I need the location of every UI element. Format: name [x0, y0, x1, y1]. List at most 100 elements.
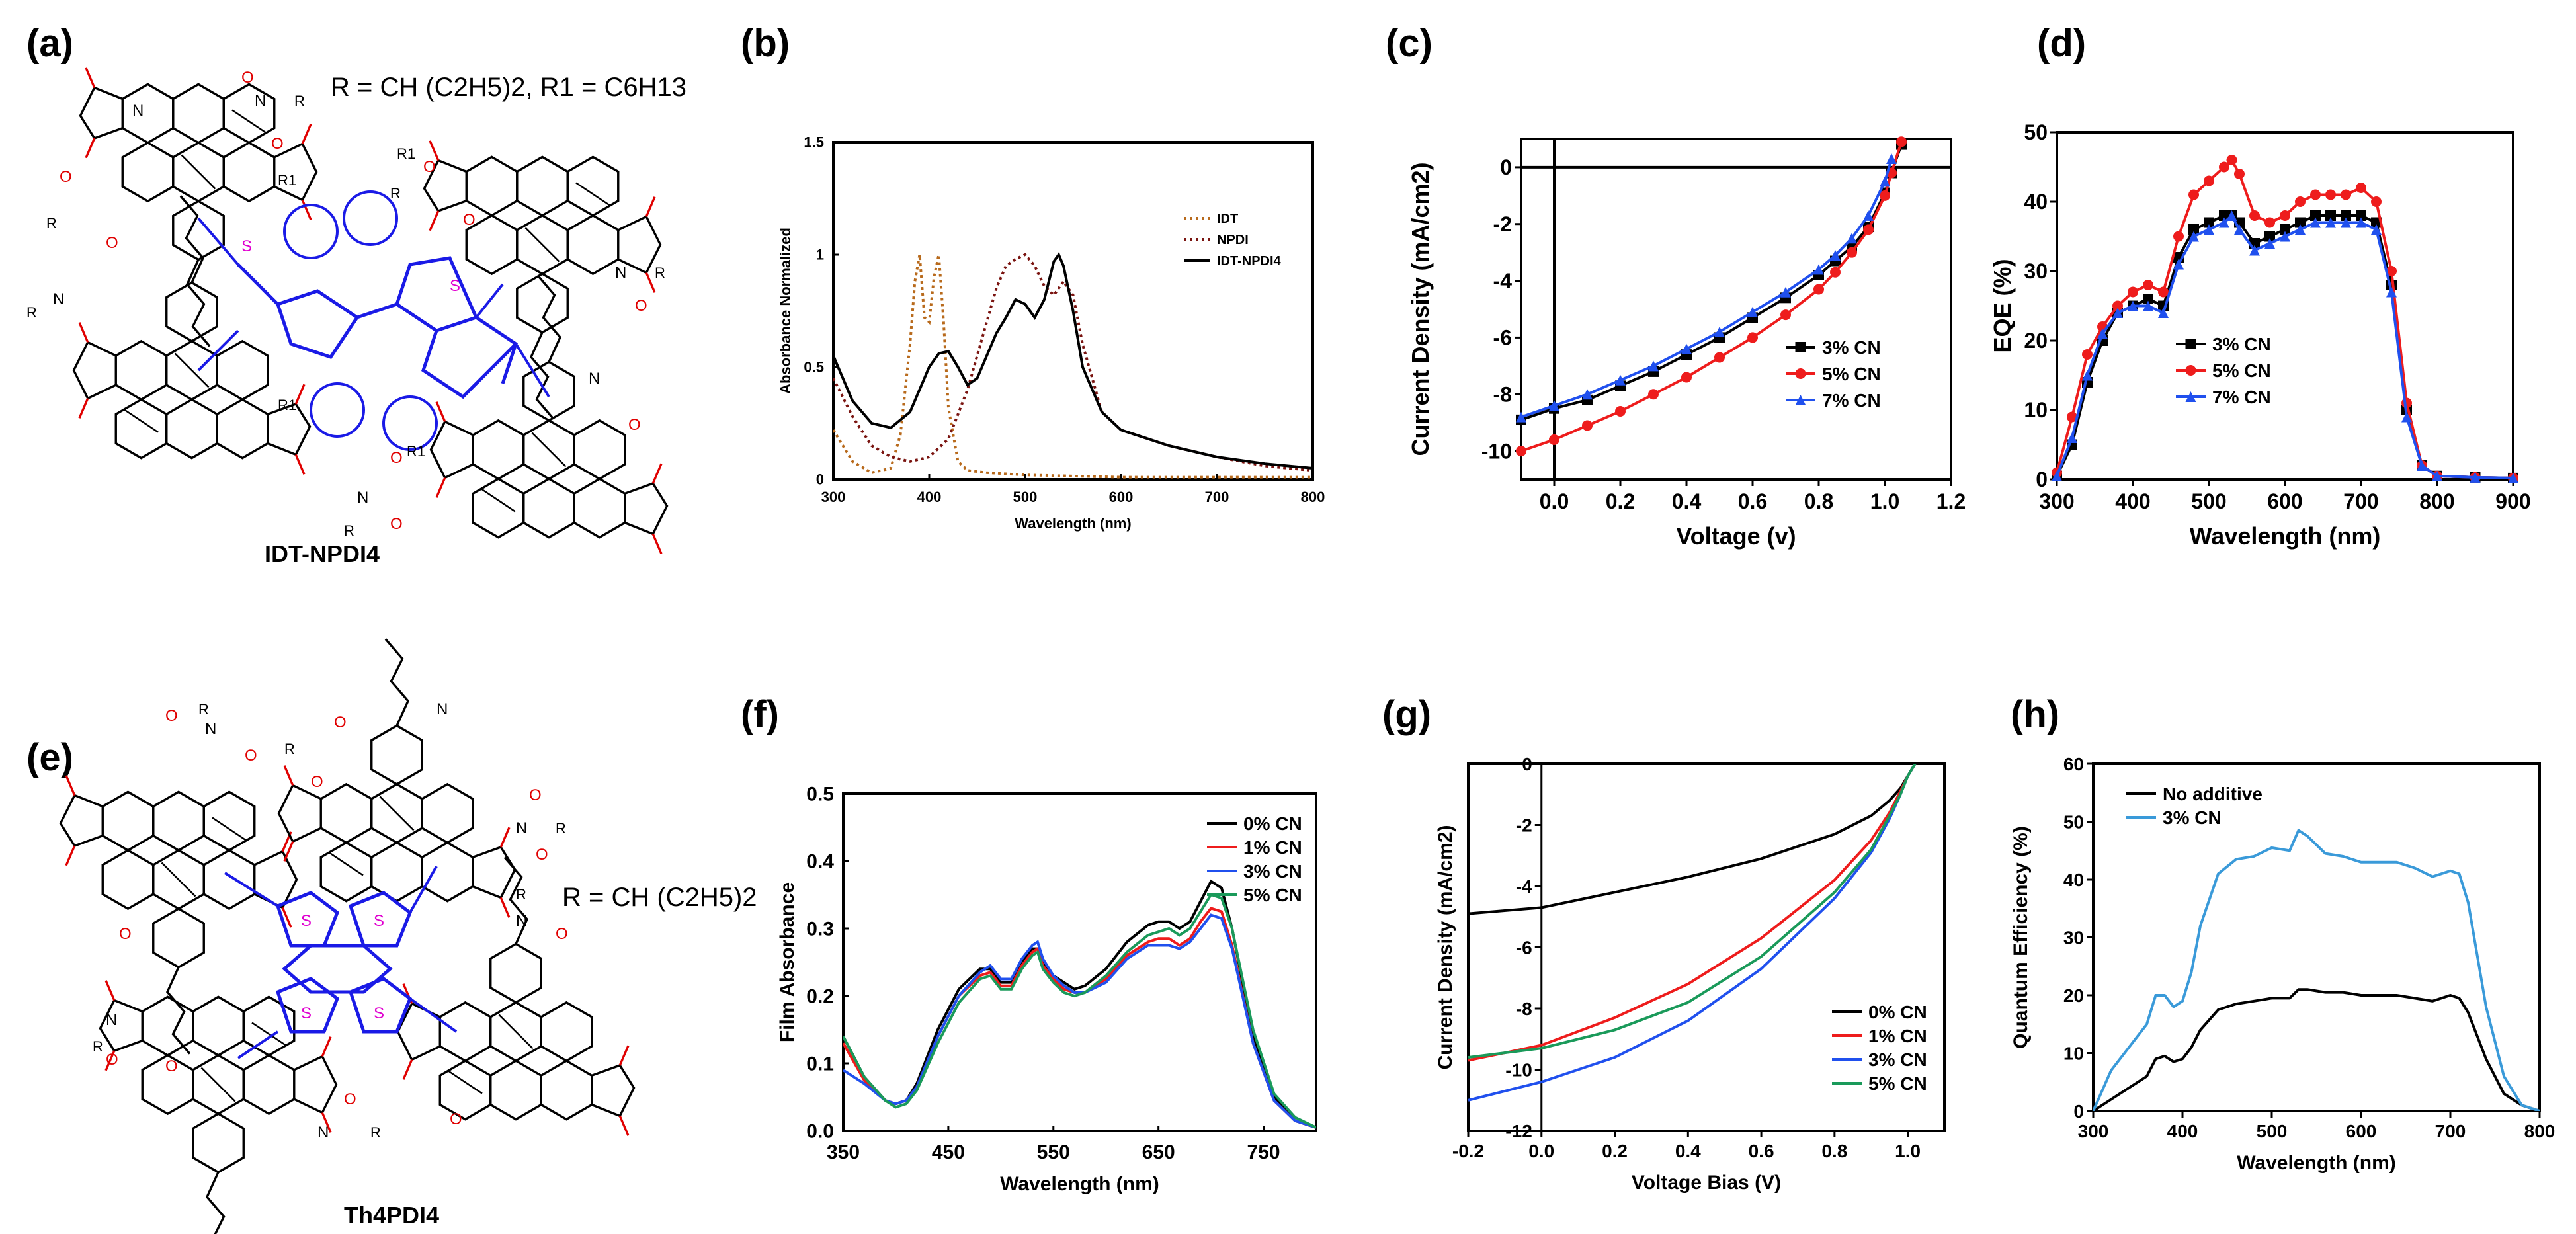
x-tick-label: 0.4 [1675, 1141, 1701, 1161]
y-tick-label: 0 [1500, 155, 1512, 179]
r1-group: R1 [278, 172, 296, 188]
data-point [1813, 264, 1824, 275]
x-tick-label: 300 [2078, 1121, 2109, 1141]
y-tick-label: -10 [1481, 439, 1512, 463]
molecule-th4pdi4: S S S S N N N N N N O O O O O O O O O O … [59, 638, 636, 1234]
r-group: R [294, 93, 305, 109]
y-tick-label: 20 [2024, 329, 2048, 352]
legend-marker [2185, 339, 2196, 349]
data-point [1648, 360, 1659, 372]
y-tick-label: 10 [2063, 1043, 2084, 1063]
data-point [2234, 169, 2245, 179]
legend-label: 3% CN [2212, 334, 2271, 354]
data-point [1886, 153, 1897, 165]
y-tick-label: 1.5 [804, 134, 824, 151]
r-group: R [655, 265, 665, 281]
data-point [1896, 136, 1907, 147]
oxygen-atom: O [311, 773, 323, 791]
x-tick-label: -0.2 [1452, 1141, 1484, 1161]
x-axis-label: Voltage Bias (V) [1632, 1172, 1781, 1194]
r-group: R [93, 1038, 103, 1055]
oxygen-atom: O [635, 297, 647, 315]
sulfur-atom: S [301, 1005, 312, 1022]
r1-group: R1 [278, 397, 296, 413]
data-point [2508, 472, 2518, 483]
panel-e: (e) R = CH (C2H5)2 S S S S N N [26, 638, 757, 1234]
oxygen-atom: O [344, 1090, 356, 1108]
data-point [2310, 217, 2321, 228]
nitrogen-atom: N [589, 370, 600, 388]
data-point [1582, 420, 1593, 431]
data-point [2325, 210, 2336, 221]
series-line-5-cn [1521, 141, 1903, 452]
y-tick-label: 60 [2063, 754, 2084, 774]
oxygen-atom: O [241, 69, 254, 87]
data-point [1863, 224, 1874, 235]
x-tick-label: 650 [1142, 1141, 1175, 1163]
x-axis-label: Wavelength (nm) [1000, 1173, 1159, 1195]
data-point [1582, 389, 1593, 400]
series-line-3-cn [2057, 214, 2513, 479]
panel-letter-a: (a) [26, 22, 73, 65]
data-point [2173, 259, 2184, 270]
y-tick-label: -6 [1516, 937, 1532, 958]
data-point [2295, 224, 2306, 235]
x-tick-label: 600 [2267, 489, 2302, 513]
r-group: R [344, 522, 354, 539]
legend-label: 3% CN [1868, 1049, 1927, 1070]
x-tick-label: 0.8 [1804, 489, 1833, 513]
series-line-0-cn [1468, 764, 1917, 915]
nitrogen-atom: N [255, 92, 266, 110]
plot-frame [1520, 138, 1952, 481]
oxygen-atom: O [628, 416, 641, 434]
y-axis-label: Absorbance Normalized [777, 227, 794, 394]
series-line-3-cn [843, 913, 1316, 1129]
r-group: R [46, 215, 57, 231]
data-point [1880, 190, 1890, 201]
data-point [1847, 233, 1857, 244]
data-point [1516, 411, 1526, 423]
x-tick-label: 0.2 [1606, 489, 1635, 513]
y-axis-label: EQE (%) [1989, 259, 2016, 352]
data-point [1847, 247, 1857, 258]
data-point [1780, 286, 1791, 298]
x-tick-label: 800 [1301, 489, 1325, 505]
data-point [2295, 217, 2306, 228]
x-tick-label: 600 [2346, 1121, 2377, 1141]
oxygen-atom: O [529, 786, 542, 804]
idt-core [197, 190, 550, 451]
data-point [1615, 406, 1626, 417]
r1-group: R1 [397, 145, 415, 162]
r-group: R [284, 741, 295, 757]
y-tick-label: 0 [2073, 1101, 2084, 1122]
data-point [1714, 326, 1725, 337]
y-tick-label: -10 [1505, 1059, 1532, 1080]
data-point [1747, 306, 1758, 317]
data-point [1747, 332, 1758, 343]
data-point [1516, 446, 1526, 457]
data-point [2082, 349, 2093, 360]
series-line-5-cn [1468, 764, 1917, 1059]
y-tick-label: -6 [1493, 326, 1512, 350]
data-point [2188, 224, 2199, 235]
x-tick-label: 750 [1247, 1141, 1280, 1163]
data-point [2158, 286, 2169, 298]
r-group: R [556, 820, 566, 837]
data-point [2112, 308, 2123, 318]
data-point [2264, 231, 2275, 242]
data-point [2386, 286, 2397, 298]
data-point [2204, 217, 2214, 228]
legend-label: NPDI [1217, 233, 1249, 247]
data-point [1863, 210, 1874, 221]
nitrogen-atom: N [615, 264, 626, 282]
chart-f: (f) 350 450 550 650 750 0.0 0.1 0.2 0.3 0.4 0.5 Wave… [741, 693, 1317, 1195]
panel-letter-e: (e) [26, 736, 73, 779]
chart-g: (g) -0.2 0.0 0.2 0.4 0.6 0.8 1.0 0 -2 -4 -6 -8 -10 -12… [1382, 693, 1946, 1194]
data-point [2082, 370, 2093, 381]
panel-e-formula: R = CH (C2H5)2 [562, 883, 757, 912]
x-axis-label: Wavelength (nm) [2237, 1152, 2396, 1174]
nitrogen-atom: N [516, 912, 527, 930]
x-tick-label: 1.0 [1870, 489, 1899, 513]
legend-label: 1% CN [1243, 837, 1302, 858]
y-tick-label: -4 [1493, 269, 1513, 293]
